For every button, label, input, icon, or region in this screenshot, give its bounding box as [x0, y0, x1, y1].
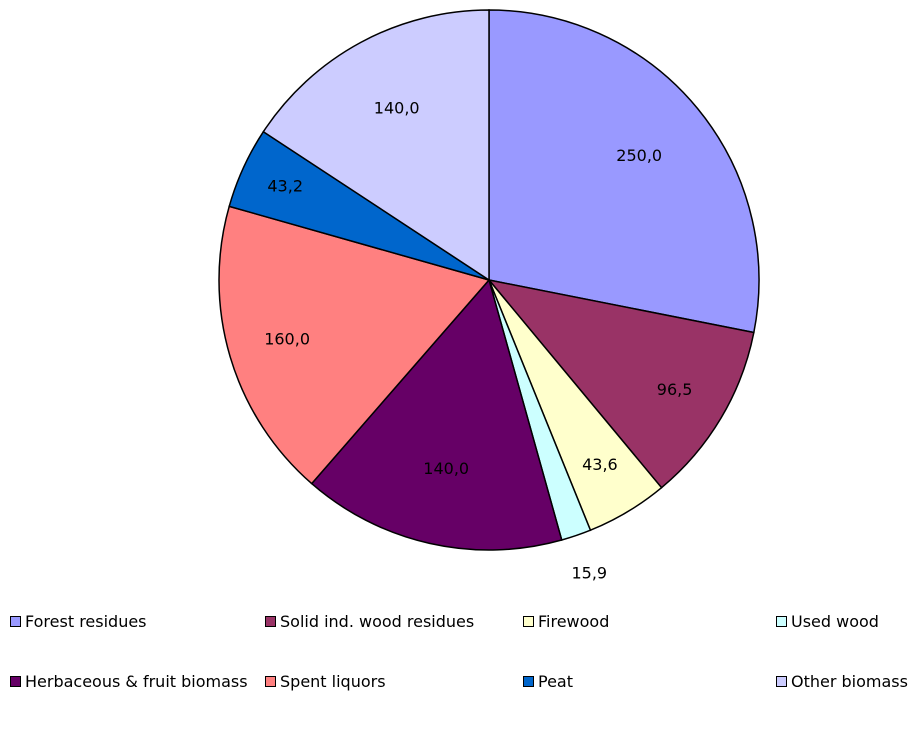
legend-label: Peat: [538, 672, 573, 691]
pie-value-label: 43,6: [582, 455, 618, 474]
legend-swatch: [523, 616, 534, 627]
pie-value-labels: 250,0 96,5 43,6 15,9 140,0 160,0 43,2 140,0: [264, 98, 692, 582]
pie-value-label: 140,0: [423, 459, 469, 478]
legend-item-spent-liquors: Spent liquors: [265, 672, 386, 691]
legend-row-2: Herbaceous & fruit biomass Spent liquors…: [10, 672, 910, 732]
legend-swatch: [265, 616, 276, 627]
pie-slice-solid-ind-wood-residues: [487, 278, 755, 489]
pie-slices: [218, 9, 760, 551]
legend-row-1: Forest residues Solid ind. wood residues…: [10, 612, 910, 672]
pie-value-label: 250,0: [616, 146, 662, 165]
legend-label: Used wood: [791, 612, 879, 631]
legend-swatch: [10, 676, 21, 687]
legend-swatch: [776, 616, 787, 627]
pie-value-label: 96,5: [657, 380, 693, 399]
legend-swatch: [523, 676, 534, 687]
legend-item-herbaceous-fruit-biomass: Herbaceous & fruit biomass: [10, 672, 248, 691]
legend-item-firewood: Firewood: [523, 612, 609, 631]
legend-item-peat: Peat: [523, 672, 573, 691]
legend-swatch: [265, 676, 276, 687]
pie-value-label: 15,9: [571, 563, 607, 582]
pie-slice-spent-liquors: [218, 205, 491, 485]
legend-swatch: [776, 676, 787, 687]
legend-label: Herbaceous & fruit biomass: [25, 672, 248, 691]
legend: Forest residues Solid ind. wood residues…: [10, 612, 910, 732]
legend-label: Other biomass: [791, 672, 908, 691]
pie-value-label: 43,2: [267, 176, 303, 195]
legend-label: Solid ind. wood residues: [280, 612, 475, 631]
legend-item-solid-ind-wood-residues: Solid ind. wood residues: [265, 612, 474, 631]
legend-item-forest-residues: Forest residues: [10, 612, 147, 631]
legend-swatch: [10, 616, 21, 627]
legend-label: Forest residues: [25, 612, 147, 631]
pie-slice-herbaceous-fruit-biomass: [310, 278, 563, 551]
pie-value-label: 140,0: [374, 98, 420, 117]
legend-label: Spent liquors: [280, 672, 386, 691]
legend-label: Firewood: [538, 612, 610, 631]
pie-value-label: 160,0: [264, 330, 310, 349]
legend-item-other-biomass: Other biomass: [776, 672, 908, 691]
pie-slice-forest-residues: [488, 9, 760, 334]
legend-item-used-wood: Used wood: [776, 612, 879, 631]
pie-chart: 250,0 96,5 43,6 15,9 140,0 160,0 43,2 140,0: [218, 9, 760, 582]
pie-slice-other-biomass: [262, 9, 490, 282]
